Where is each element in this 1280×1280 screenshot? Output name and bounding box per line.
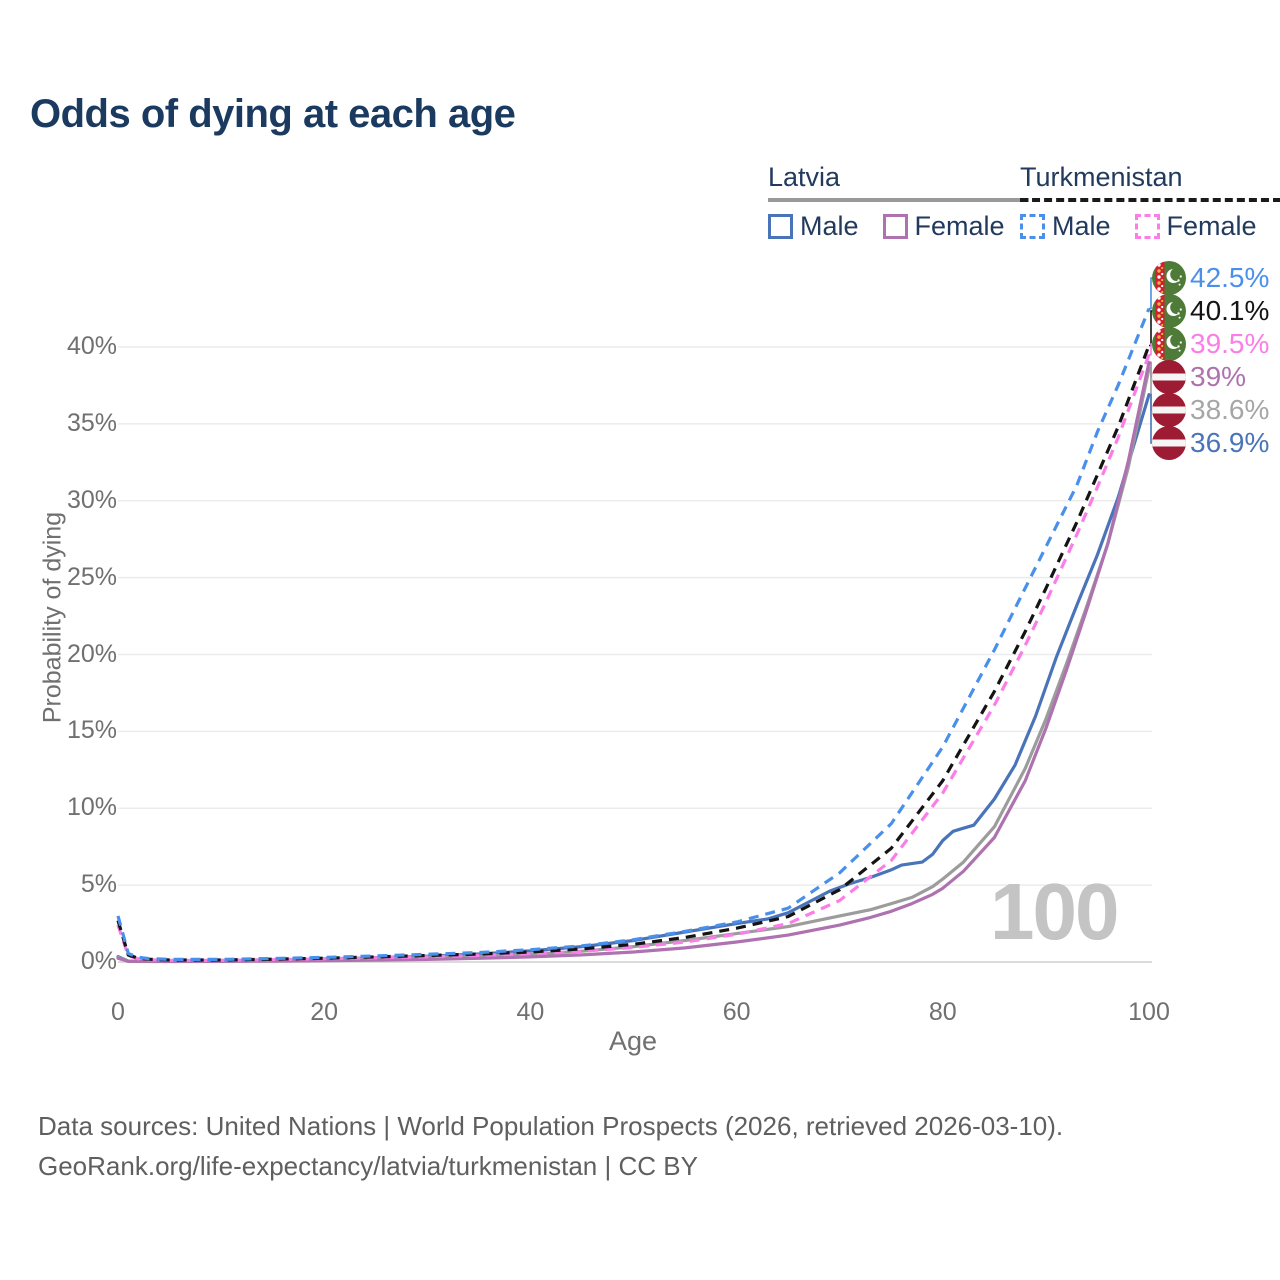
watermark-age-100: 100 <box>990 867 1119 956</box>
x-tick-60: 60 <box>722 998 751 1026</box>
legend-header-turkmenistan: Turkmenistan <box>1020 162 1183 192</box>
series-line-turkmenistan-male <box>116 308 1151 961</box>
legend-group-latvia: Latvia Male Female <box>768 162 1029 242</box>
turkmenistan-flag-icon <box>1152 261 1186 295</box>
footer-data-sources: Data sources: United Nations | World Pop… <box>38 1111 1064 1141</box>
turkmenistan-flag-icon <box>1152 327 1186 361</box>
legend-item-turkmenistan-male[interactable]: Male <box>1020 211 1111 242</box>
end-label-value: 42.5% <box>1190 262 1270 293</box>
y-tick-30%: 30% <box>66 485 117 514</box>
legend-item-label: Male <box>800 211 859 241</box>
y-tick-15%: 15% <box>66 716 117 745</box>
legend-group-turkmenistan: Turkmenistan Male Female <box>1020 162 1280 242</box>
x-tick-100: 100 <box>1128 998 1170 1026</box>
y-tick-0%: 0% <box>80 947 117 975</box>
legend-underline-solid <box>768 198 1029 202</box>
legend-item-latvia-female[interactable]: Female <box>882 211 1005 242</box>
y-tick-35%: 35% <box>66 408 117 437</box>
legend-header-latvia: Latvia <box>768 162 841 192</box>
end-label-latvia-female: 39% <box>1152 360 1246 394</box>
x-tick-20: 20 <box>310 998 339 1026</box>
turkmenistan-flag-icon <box>1152 294 1186 328</box>
end-label-value: 38.6% <box>1190 394 1270 425</box>
legend-underline-dashed <box>1020 198 1280 202</box>
y-tick-5%: 5% <box>80 870 117 899</box>
end-label-turkmenistan-female: 39.5% <box>1152 327 1269 361</box>
page-title: Odds of dying at each age <box>30 92 516 136</box>
end-label-value: 36.9% <box>1190 427 1270 458</box>
x-tick-40: 40 <box>516 998 545 1026</box>
y-tick-20%: 20% <box>66 639 117 668</box>
latvia-flag-icon <box>1152 393 1186 427</box>
legend-item-label: Female <box>914 211 1005 241</box>
latvia-flag-icon <box>1152 426 1186 460</box>
footer: Data sources: United Nations | World Pop… <box>38 1106 1238 1186</box>
series-line-turkmenistan-both <box>116 344 1151 962</box>
legend-swatch-icon <box>882 214 908 239</box>
footer-attribution-url: GeoRank.org/life-expectancy/latvia/turkm… <box>38 1151 698 1181</box>
end-label-latvia-both: 38.6% <box>1152 393 1269 427</box>
legend-swatch-icon <box>1020 214 1045 239</box>
y-tick-40%: 40% <box>66 332 117 360</box>
legend-item-label: Male <box>1052 211 1111 241</box>
end-label-turkmenistan-both: 40.1% <box>1152 294 1269 328</box>
legend-item-latvia-male[interactable]: Male <box>768 211 859 242</box>
legend-item-turkmenistan-female[interactable]: Female <box>1134 211 1257 242</box>
end-label-turkmenistan-male: 42.5% <box>1152 261 1269 295</box>
legend-swatch-icon <box>768 214 793 239</box>
end-label-value: 40.1% <box>1190 295 1270 326</box>
x-tick-0: 0 <box>111 998 125 1026</box>
series-line-latvia-female <box>116 360 1151 964</box>
end-label-value: 39.5% <box>1190 328 1270 359</box>
y-axis-title: Probability of dying <box>38 511 67 724</box>
x-tick-80: 80 <box>928 998 957 1026</box>
legend-item-label: Female <box>1166 211 1257 241</box>
legend-swatch-icon <box>1134 214 1160 239</box>
end-label-value: 39% <box>1190 361 1247 392</box>
y-tick-10%: 10% <box>66 793 117 822</box>
end-label-latvia-male: 36.9% <box>1152 426 1269 460</box>
series-line-turkmenistan-female <box>116 354 1151 962</box>
x-axis-title: Age <box>608 1026 658 1056</box>
y-tick-25%: 25% <box>66 562 117 591</box>
latvia-flag-icon <box>1152 360 1186 394</box>
